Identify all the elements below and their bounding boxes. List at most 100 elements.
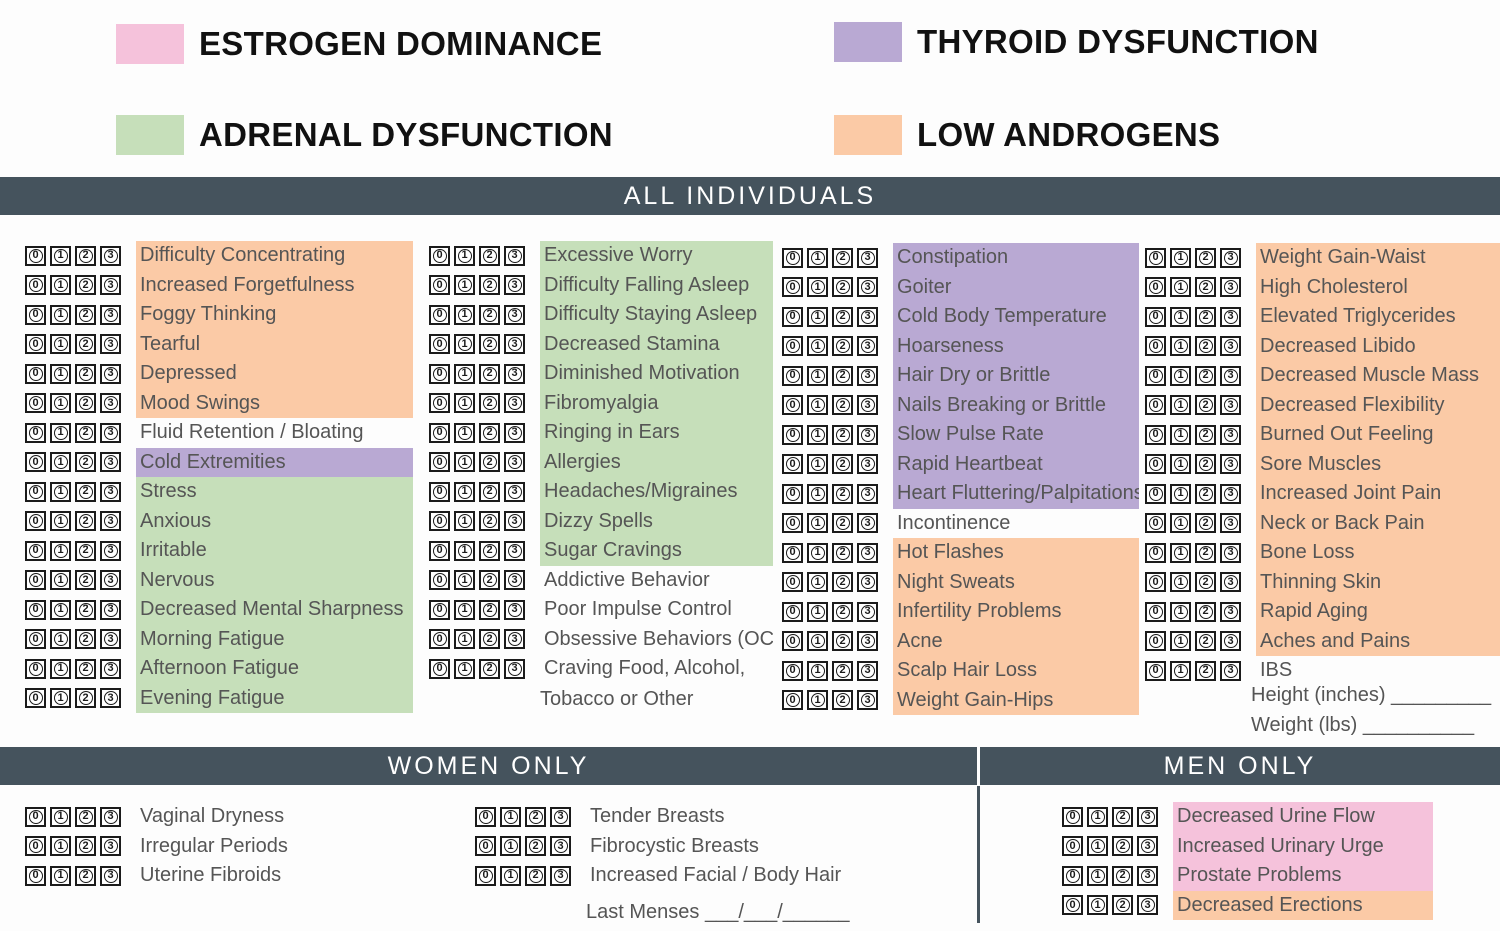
rating-3-checkbox[interactable]: 3: [857, 601, 878, 622]
rating-0-checkbox[interactable]: 0: [782, 631, 803, 652]
rating-2-checkbox[interactable]: 2: [479, 363, 500, 384]
rating-2-checkbox[interactable]: 2: [1112, 895, 1133, 916]
rating-0-checkbox[interactable]: 0: [1145, 601, 1166, 622]
rating-1-checkbox[interactable]: 1: [454, 481, 475, 502]
rating-0-checkbox[interactable]: 0: [782, 690, 803, 711]
rating-3-checkbox[interactable]: 3: [100, 481, 121, 502]
rating-3-checkbox[interactable]: 3: [550, 806, 571, 827]
rating-3-checkbox[interactable]: 3: [100, 599, 121, 620]
rating-1-checkbox[interactable]: 1: [50, 422, 71, 443]
rating-3-checkbox[interactable]: 3: [1220, 395, 1241, 416]
rating-3-checkbox[interactable]: 3: [100, 304, 121, 325]
rating-1-checkbox[interactable]: 1: [454, 422, 475, 443]
rating-1-checkbox[interactable]: 1: [807, 690, 828, 711]
rating-0-checkbox[interactable]: 0: [25, 452, 46, 473]
rating-0-checkbox[interactable]: 0: [25, 275, 46, 296]
rating-0-checkbox[interactable]: 0: [429, 570, 450, 591]
rating-2-checkbox[interactable]: 2: [832, 306, 853, 327]
rating-3-checkbox[interactable]: 3: [857, 247, 878, 268]
rating-0-checkbox[interactable]: 0: [25, 688, 46, 709]
rating-2-checkbox[interactable]: 2: [525, 806, 546, 827]
rating-2-checkbox[interactable]: 2: [479, 393, 500, 414]
rating-1-checkbox[interactable]: 1: [50, 540, 71, 561]
rating-3-checkbox[interactable]: 3: [857, 454, 878, 475]
rating-0-checkbox[interactable]: 0: [429, 629, 450, 650]
rating-1-checkbox[interactable]: 1: [454, 452, 475, 473]
rating-2-checkbox[interactable]: 2: [479, 570, 500, 591]
rating-0-checkbox[interactable]: 0: [25, 806, 46, 827]
rating-3-checkbox[interactable]: 3: [504, 452, 525, 473]
rating-3-checkbox[interactable]: 3: [504, 393, 525, 414]
rating-0-checkbox[interactable]: 0: [429, 245, 450, 266]
rating-1-checkbox[interactable]: 1: [1170, 601, 1191, 622]
rating-1-checkbox[interactable]: 1: [454, 629, 475, 650]
rating-3-checkbox[interactable]: 3: [100, 363, 121, 384]
rating-1-checkbox[interactable]: 1: [454, 334, 475, 355]
rating-3-checkbox[interactable]: 3: [100, 511, 121, 532]
rating-3-checkbox[interactable]: 3: [100, 334, 121, 355]
rating-0-checkbox[interactable]: 0: [1145, 513, 1166, 534]
rating-0-checkbox[interactable]: 0: [1145, 483, 1166, 504]
rating-2-checkbox[interactable]: 2: [75, 836, 96, 857]
rating-0-checkbox[interactable]: 0: [1145, 660, 1166, 681]
rating-3-checkbox[interactable]: 3: [100, 658, 121, 679]
rating-3-checkbox[interactable]: 3: [504, 245, 525, 266]
rating-0-checkbox[interactable]: 0: [782, 336, 803, 357]
last-menses-field[interactable]: Last Menses ___/___/______: [586, 901, 850, 923]
rating-3-checkbox[interactable]: 3: [857, 395, 878, 416]
rating-1-checkbox[interactable]: 1: [807, 395, 828, 416]
rating-0-checkbox[interactable]: 0: [429, 422, 450, 443]
rating-3-checkbox[interactable]: 3: [504, 304, 525, 325]
rating-2-checkbox[interactable]: 2: [75, 334, 96, 355]
rating-3-checkbox[interactable]: 3: [100, 245, 121, 266]
rating-1-checkbox[interactable]: 1: [50, 452, 71, 473]
rating-1-checkbox[interactable]: 1: [1170, 247, 1191, 268]
rating-1-checkbox[interactable]: 1: [50, 570, 71, 591]
rating-1-checkbox[interactable]: 1: [807, 247, 828, 268]
rating-2-checkbox[interactable]: 2: [1195, 513, 1216, 534]
rating-2-checkbox[interactable]: 2: [832, 247, 853, 268]
rating-3-checkbox[interactable]: 3: [100, 688, 121, 709]
rating-2-checkbox[interactable]: 2: [832, 601, 853, 622]
rating-2-checkbox[interactable]: 2: [1112, 806, 1133, 827]
rating-2-checkbox[interactable]: 2: [525, 865, 546, 886]
rating-2-checkbox[interactable]: 2: [75, 570, 96, 591]
rating-3-checkbox[interactable]: 3: [857, 542, 878, 563]
rating-3-checkbox[interactable]: 3: [504, 629, 525, 650]
rating-1-checkbox[interactable]: 1: [807, 277, 828, 298]
rating-0-checkbox[interactable]: 0: [782, 572, 803, 593]
rating-2-checkbox[interactable]: 2: [1195, 306, 1216, 327]
rating-2-checkbox[interactable]: 2: [832, 542, 853, 563]
rating-3-checkbox[interactable]: 3: [100, 422, 121, 443]
rating-0-checkbox[interactable]: 0: [25, 540, 46, 561]
rating-1-checkbox[interactable]: 1: [454, 275, 475, 296]
rating-2-checkbox[interactable]: 2: [479, 540, 500, 561]
rating-3-checkbox[interactable]: 3: [857, 424, 878, 445]
rating-2-checkbox[interactable]: 2: [75, 511, 96, 532]
rating-3-checkbox[interactable]: 3: [857, 277, 878, 298]
rating-1-checkbox[interactable]: 1: [1170, 631, 1191, 652]
rating-2-checkbox[interactable]: 2: [525, 836, 546, 857]
rating-2-checkbox[interactable]: 2: [832, 660, 853, 681]
rating-1-checkbox[interactable]: 1: [807, 424, 828, 445]
rating-1-checkbox[interactable]: 1: [454, 511, 475, 532]
rating-3-checkbox[interactable]: 3: [504, 481, 525, 502]
rating-0-checkbox[interactable]: 0: [1145, 424, 1166, 445]
rating-0-checkbox[interactable]: 0: [25, 334, 46, 355]
rating-0-checkbox[interactable]: 0: [782, 660, 803, 681]
rating-3-checkbox[interactable]: 3: [1220, 306, 1241, 327]
rating-0-checkbox[interactable]: 0: [25, 481, 46, 502]
rating-2-checkbox[interactable]: 2: [75, 245, 96, 266]
rating-3-checkbox[interactable]: 3: [1137, 895, 1158, 916]
rating-0-checkbox[interactable]: 0: [429, 275, 450, 296]
rating-3-checkbox[interactable]: 3: [1137, 836, 1158, 857]
rating-3-checkbox[interactable]: 3: [1220, 631, 1241, 652]
rating-1-checkbox[interactable]: 1: [1170, 424, 1191, 445]
rating-3-checkbox[interactable]: 3: [504, 658, 525, 679]
rating-2-checkbox[interactable]: 2: [1112, 836, 1133, 857]
rating-3-checkbox[interactable]: 3: [504, 511, 525, 532]
rating-2-checkbox[interactable]: 2: [832, 365, 853, 386]
rating-2-checkbox[interactable]: 2: [1112, 865, 1133, 886]
rating-0-checkbox[interactable]: 0: [429, 540, 450, 561]
rating-2-checkbox[interactable]: 2: [75, 481, 96, 502]
